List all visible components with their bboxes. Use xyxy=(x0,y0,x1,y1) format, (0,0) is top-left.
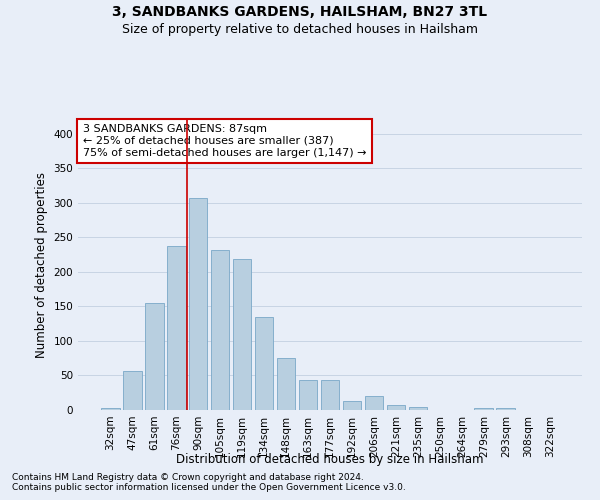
Bar xyxy=(167,246,185,410)
Text: Contains HM Land Registry data © Crown copyright and database right 2024.: Contains HM Land Registry data © Crown c… xyxy=(12,473,364,482)
Bar xyxy=(277,358,295,410)
Bar xyxy=(233,259,251,410)
Text: Distribution of detached houses by size in Hailsham: Distribution of detached houses by size … xyxy=(176,452,484,466)
Text: Size of property relative to detached houses in Hailsham: Size of property relative to detached ho… xyxy=(122,22,478,36)
Bar xyxy=(475,408,493,410)
Bar xyxy=(299,380,317,410)
Y-axis label: Number of detached properties: Number of detached properties xyxy=(35,172,48,358)
Bar xyxy=(211,250,229,410)
Bar xyxy=(189,198,208,410)
Bar xyxy=(255,318,274,410)
Text: 3, SANDBANKS GARDENS, HAILSHAM, BN27 3TL: 3, SANDBANKS GARDENS, HAILSHAM, BN27 3TL xyxy=(112,5,488,19)
Bar xyxy=(386,405,405,410)
Bar xyxy=(123,370,142,410)
Text: Contains public sector information licensed under the Open Government Licence v3: Contains public sector information licen… xyxy=(12,483,406,492)
Bar xyxy=(343,401,361,410)
Bar xyxy=(145,303,164,410)
Bar xyxy=(320,380,340,410)
Bar xyxy=(101,408,119,410)
Bar xyxy=(365,396,383,410)
Bar xyxy=(409,407,427,410)
Text: 3 SANDBANKS GARDENS: 87sqm
← 25% of detached houses are smaller (387)
75% of sem: 3 SANDBANKS GARDENS: 87sqm ← 25% of deta… xyxy=(83,124,367,158)
Bar xyxy=(496,408,515,410)
